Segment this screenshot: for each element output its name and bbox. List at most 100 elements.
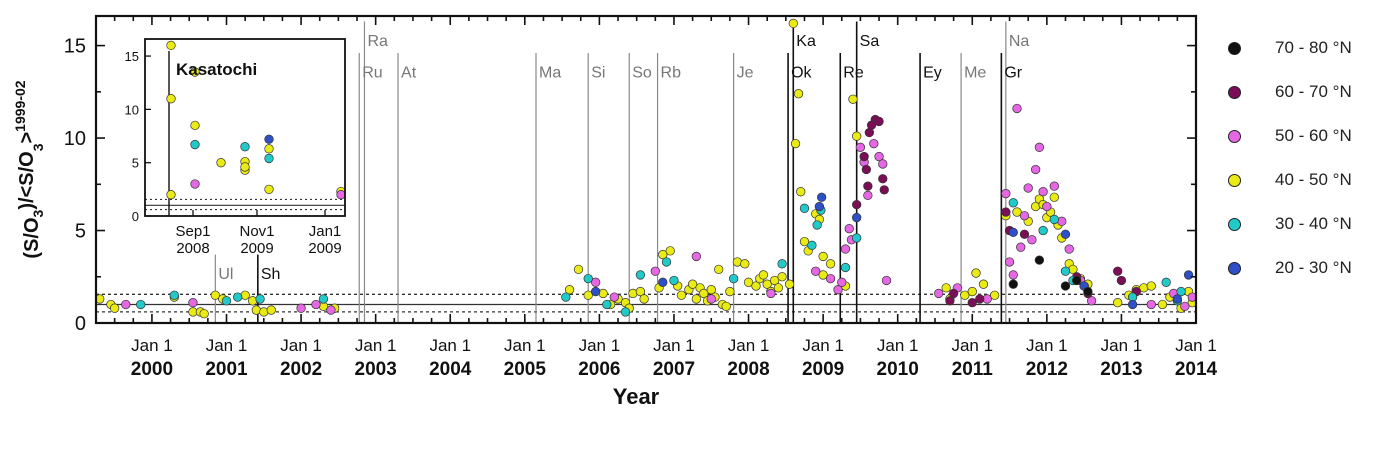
inset-data-point [190,179,200,189]
data-point [740,259,750,269]
inset-data-point [190,139,200,150]
y-tick-label: 15 [64,36,86,58]
eruption-label: Ru [362,64,382,81]
inset-data-point [190,67,200,77]
data-point [199,309,209,319]
legend-item: 20 - 30 °N [1228,246,1393,290]
data-point [109,303,120,313]
x-tick-year: 2002 [280,359,322,380]
data-point [840,262,851,273]
data-point [1113,266,1123,276]
data-point [825,259,836,269]
data-point [758,270,769,280]
data-point [848,94,858,104]
x-tick-label: Jan 1 [802,336,844,355]
legend-item: 60 - 70 °N [1228,70,1393,114]
data-point [210,290,220,300]
data-point [602,299,612,310]
data-point [833,285,843,295]
eruption-label: Sh [261,266,281,283]
data-point [967,298,977,308]
data-point [650,266,660,276]
x-tick-label: Jan 1 [504,336,546,355]
data-point [866,120,877,130]
inset-data-point [336,190,346,200]
data-point [665,246,675,256]
x-tick-label: Jan 1 [1026,336,1068,355]
inset-data-point [166,94,176,104]
legend-label: 30 - 40 °N [1275,214,1352,233]
x-tick-year: 2008 [727,359,769,380]
data-point [1116,275,1127,286]
eruption-label: Sa [860,33,880,50]
data-point [879,185,889,195]
data-point [1038,225,1048,236]
legend-label: 60 - 70 °N [1275,82,1352,101]
data-point [777,259,787,269]
data-point [790,138,801,149]
eruption-label: Re [843,64,864,81]
data-point [751,281,761,291]
inset-background [145,39,345,216]
x-tick-year: 2010 [877,359,919,380]
data-point [591,277,601,287]
data-point [799,203,810,213]
inset-data-point [216,158,226,168]
data-point [676,290,687,300]
x-tick-year: 2011 [952,359,994,380]
data-point [1012,103,1022,114]
x-tick-label: Jan 1 [355,336,397,355]
eruption-label: Gr [1004,64,1022,81]
data-point [1127,299,1138,310]
inset-data-point [240,162,250,172]
x-tick-label: Jan 1 [653,336,695,355]
data-point [326,305,336,315]
data-point [1146,299,1156,310]
eruption-label: Ka [796,33,816,50]
data-point [728,273,739,284]
inset-data-point [190,120,200,131]
data-point [941,283,951,293]
data-point [583,290,593,300]
inset-x-tick-label: Nov1 [239,223,274,240]
data-point [1049,192,1059,202]
data-point [948,288,959,299]
data-point [721,301,731,312]
data-point [691,294,701,304]
x-tick-label: Jan 1 [280,336,322,355]
legend-marker [1228,261,1241,275]
data-point [859,151,869,162]
inset-x-tick-label: Jan1 [309,223,342,240]
inset-y-tick-label: 10 [125,102,139,117]
eruption-label: Ul [218,266,233,283]
data-point [769,275,780,286]
data-point [1001,188,1011,199]
data-point [975,294,985,304]
eruption-label: Ok [791,64,812,81]
eruption-label: Si [591,64,605,81]
data-point [788,18,798,29]
data-point [1023,183,1033,193]
data-point [706,285,716,295]
data-point [609,292,619,302]
data-point [852,212,862,223]
data-point [793,89,804,99]
y-tick-label: 10 [64,128,86,150]
x-tick-year: 2005 [504,359,547,380]
data-point [934,288,944,299]
legend-item: 30 - 40 °N [1228,202,1393,246]
eruption-label: Ra [367,33,388,50]
x-tick-year: 2009 [802,359,844,380]
data-point [691,251,701,262]
x-tick-label: Jan 1 [1101,336,1143,355]
y-axis-title-part: )/<S/O [16,151,38,209]
data-point [1008,227,1018,238]
inset-x-tick-year: 2008 [176,240,209,257]
inset-y-tick-label: 5 [132,156,139,171]
data-point [852,131,862,141]
data-point [1072,275,1082,286]
x-tick-label: Jan 1 [579,336,621,355]
inset-data-point [264,184,274,194]
x-tick-year: 2000 [131,359,173,380]
